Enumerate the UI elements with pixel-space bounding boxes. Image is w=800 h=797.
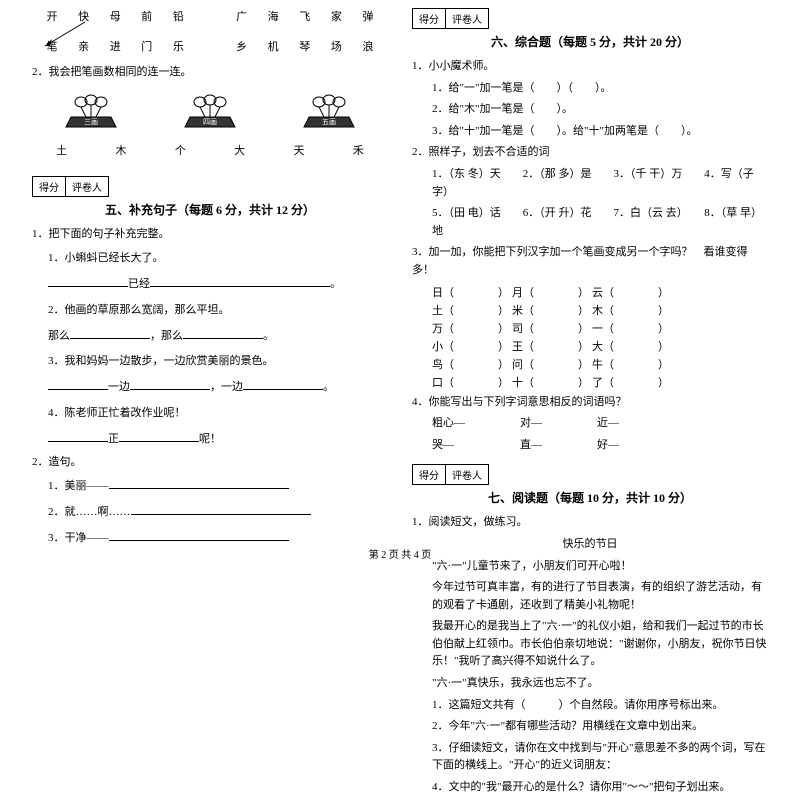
q6-3: 3．加一加，你能把下列汉字加一个笔画变成另一个字吗？ 看谁变得多！: [412, 244, 768, 279]
q7-p2: 今年过节可真丰富，有的进行了节目表演，有的组织了游艺活动，有的观看了卡通剧，还收…: [432, 579, 768, 614]
q7-q2: 2．今年"六·一"都有哪些活动？用横线在文章中划出来。: [432, 718, 768, 736]
grid-row: 口（ ）十（ ）了（ ）: [432, 374, 768, 390]
grid-row: 鸟（ ）问（ ）牛（ ）: [432, 356, 768, 372]
q7-q1: 1．这篇短文共有（ ）个自然段。请你用序号标出来。: [432, 697, 768, 715]
char: 前: [137, 8, 157, 24]
grader-label: 评卷人: [446, 464, 489, 485]
char: 天: [293, 142, 304, 158]
grid-row: 日（ ）月（ ）云（ ）: [432, 284, 768, 300]
grader-label: 评卷人: [66, 176, 109, 197]
right-column: 得分 评卷人 六、综合题（每题 5 分，共计 20 分） 1．小小魔术师。 1．…: [400, 8, 780, 545]
grid-row: 小（ ）王（ ）大（ ）: [432, 338, 768, 354]
q5-1-1: 1．小蝌蚪已经长大了。: [48, 249, 388, 269]
q7-q3: 3．仔细读短文，请你在文中找到与"开心"意思差不多的两个词，写在下面的横线上。"…: [432, 740, 768, 775]
char: 门: [137, 38, 157, 54]
svg-text:四画: 四画: [203, 118, 217, 126]
q5-1-1-blank: 已经。: [48, 275, 388, 295]
char: 乡: [232, 38, 252, 54]
score-box: 得分 评卷人: [32, 176, 388, 197]
page-container: 开 快 母 前 铅 广 海 飞 家 弹 笔 亲 进 门 乐 乡 机 琴 场 浪 …: [0, 0, 800, 545]
q7-q4: 4．文中的"我"最开心的是什么？请你用"～～"把句子划出来。: [432, 779, 768, 797]
q5-1-4-blank: 正呢！: [48, 430, 388, 450]
q6-4-1: 粗心— 对— 近—: [432, 415, 768, 433]
q7-p4: "六·一"真快乐，我永远也忘不了。: [432, 675, 768, 693]
char: 浪: [358, 38, 378, 54]
score-box: 得分 评卷人: [412, 464, 768, 485]
q7-p3: 我最开心的是我当上了"六·一"的礼仪小姐，给和我们一起过节的市长伯伯献上红领巾。…: [432, 618, 768, 671]
char: [200, 8, 220, 24]
flower-icon: 三画: [61, 92, 121, 132]
q6-1: 1．小小魔术师。: [412, 58, 768, 76]
flower-row: 三画 四画 五画: [32, 92, 388, 132]
score-label: 得分: [32, 176, 66, 197]
q5-1-2: 2．他画的草原那么宽阔，那么平坦。: [48, 301, 388, 321]
q6-2-1: 1．（东 冬）天 2．（那 多）是 3．（千 干）万 4．写（子 字）: [432, 166, 768, 201]
section-5-title: 五、补充句子（每题 6 分，共计 12 分）: [32, 201, 388, 218]
flower-icon: 五画: [299, 92, 359, 132]
q6-2: 2．照样子，划去不合适的词: [412, 144, 768, 162]
char: 进: [105, 38, 125, 54]
section-7-title: 七、阅读题（每题 10 分，共计 10 分）: [412, 489, 768, 506]
q5-1-2-blank: 那么，那么。: [48, 327, 388, 347]
char-row-3: 土 木 个 大 天 禾: [32, 142, 388, 158]
section-6-title: 六、综合题（每题 5 分，共计 20 分）: [412, 33, 768, 50]
char: 场: [326, 38, 346, 54]
left-column: 开 快 母 前 铅 广 海 飞 家 弹 笔 亲 进 门 乐 乡 机 琴 场 浪 …: [20, 8, 400, 545]
char: 个: [175, 142, 186, 158]
q5-1-3-blank: 一边，一边。: [48, 378, 388, 398]
svg-text:五画: 五画: [322, 118, 336, 126]
q5-2: 2．造句。: [32, 454, 388, 472]
q7-1: 1．阅读短文，做练习。: [412, 514, 768, 532]
q6-4-2: 哭— 直— 好—: [432, 437, 768, 455]
q6-4: 4．你能写出与下列字词意思相反的词语吗？: [412, 394, 768, 412]
char: 大: [234, 142, 245, 158]
score-label: 得分: [412, 464, 446, 485]
char: 飞: [295, 8, 315, 24]
q5-1-4: 4．陈老师正忙着改作业呢！: [48, 404, 388, 424]
char: 家: [326, 8, 346, 24]
char: 母: [105, 8, 125, 24]
char: 弹: [358, 8, 378, 24]
char: 木: [115, 142, 126, 158]
grader-label: 评卷人: [446, 8, 489, 29]
q6-1-1: 1．给"一"加一笔是（ ）（ ）。: [432, 80, 768, 98]
char: 广: [232, 8, 252, 24]
arrow-icon: [40, 20, 90, 50]
grid-row: 土（ ）米（ ）木（ ）: [432, 302, 768, 318]
char: 禾: [353, 142, 364, 158]
svg-text:三画: 三画: [84, 118, 98, 126]
q6-1-2: 2．给"木"加一笔是（ ）。: [432, 101, 768, 119]
char: 机: [263, 38, 283, 54]
page-footer: 第 2 页 共 4 页: [0, 546, 800, 561]
grid-row: 万（ ）司（ ）一（ ）: [432, 320, 768, 336]
char: 海: [263, 8, 283, 24]
char: 铅: [168, 8, 188, 24]
question-2: 2．我会把笔画数相同的连一连。: [32, 64, 388, 82]
score-label: 得分: [412, 8, 446, 29]
q6-1-3: 3．给"十"加一笔是（ ）。给"十"加两笔是（ ）。: [432, 123, 768, 141]
q5-1-3: 3．我和妈妈一边散步，一边欣赏美丽的景色。: [48, 352, 388, 372]
q6-2-2: 5．（田 电）话 6．（开 升）花 7．白（云 去） 8．（草 早）地: [432, 205, 768, 240]
char: 土: [56, 142, 67, 158]
q5-2-1: 1．美丽——: [48, 477, 388, 497]
score-box: 得分 评卷人: [412, 8, 768, 29]
char: [200, 38, 220, 54]
char: 琴: [295, 38, 315, 54]
char: 乐: [168, 38, 188, 54]
q5-2-2: 2．就……啊……: [48, 503, 388, 523]
flower-icon: 四画: [180, 92, 240, 132]
q5-1: 1．把下面的句子补充完整。: [32, 226, 388, 244]
